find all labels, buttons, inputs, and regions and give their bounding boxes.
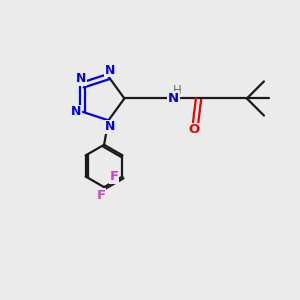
Text: F: F [97, 189, 106, 202]
Text: N: N [105, 64, 115, 77]
Text: H: H [173, 84, 182, 97]
Text: N: N [76, 72, 87, 85]
Text: N: N [71, 106, 82, 118]
Text: F: F [110, 170, 119, 183]
Text: O: O [188, 124, 200, 136]
Text: N: N [105, 120, 115, 133]
Text: N: N [168, 92, 179, 105]
